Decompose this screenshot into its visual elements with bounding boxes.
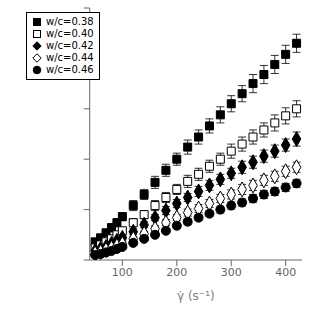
svg-text:γ̇ (s⁻¹): γ̇ (s⁻¹) <box>177 289 215 303</box>
html-text:w/c=0.44: w/c=0.44 <box>46 52 94 63</box>
svg-text:100: 100 <box>112 266 133 279</box>
svg-text:400: 400 <box>275 266 296 279</box>
svg-text:300: 300 <box>221 266 242 279</box>
html-text:w/c=0.42: w/c=0.42 <box>46 40 94 51</box>
html-text:w/c=0.40: w/c=0.40 <box>46 28 94 39</box>
html-text:w/c=0.46: w/c=0.46 <box>46 64 94 75</box>
html-text:w/c=0.38: w/c=0.38 <box>46 16 94 27</box>
svg-text:200: 200 <box>166 266 187 279</box>
